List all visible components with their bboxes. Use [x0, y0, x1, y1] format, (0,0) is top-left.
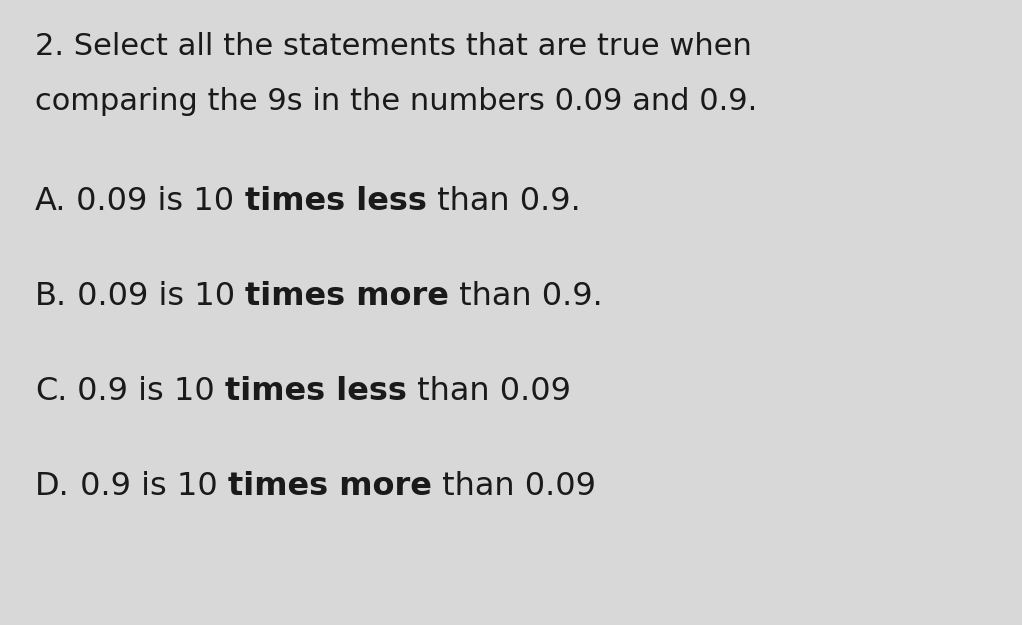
Text: 0.09 is 10: 0.09 is 10 — [67, 281, 245, 312]
Text: C.: C. — [35, 376, 67, 407]
Text: than 0.9.: than 0.9. — [450, 281, 603, 312]
Text: times more: times more — [245, 281, 450, 312]
Text: times more: times more — [228, 471, 431, 502]
Text: 0.09 is 10: 0.09 is 10 — [66, 186, 244, 217]
Text: comparing the 9s in the numbers 0.09 and 0.9.: comparing the 9s in the numbers 0.09 and… — [35, 87, 757, 116]
Text: times less: times less — [225, 376, 407, 407]
Text: 2. Select all the statements that are true when: 2. Select all the statements that are tr… — [35, 32, 752, 61]
Text: than 0.09: than 0.09 — [407, 376, 571, 407]
Text: than 0.9.: than 0.9. — [426, 186, 580, 217]
Text: B.: B. — [35, 281, 67, 312]
Text: 0.9 is 10: 0.9 is 10 — [69, 471, 228, 502]
Text: D.: D. — [35, 471, 69, 502]
Text: than 0.09: than 0.09 — [431, 471, 596, 502]
Text: 0.9 is 10: 0.9 is 10 — [67, 376, 225, 407]
Text: A.: A. — [35, 186, 66, 217]
Text: times less: times less — [244, 186, 426, 217]
